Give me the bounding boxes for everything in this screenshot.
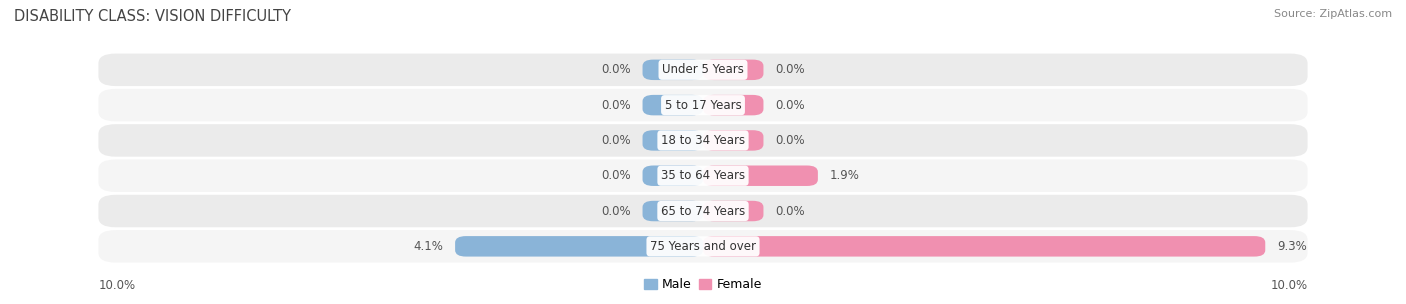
FancyBboxPatch shape <box>98 195 1308 227</box>
Text: 0.0%: 0.0% <box>776 63 806 76</box>
FancyBboxPatch shape <box>643 165 703 186</box>
Text: Under 5 Years: Under 5 Years <box>662 63 744 76</box>
Text: 9.3%: 9.3% <box>1278 240 1308 253</box>
FancyBboxPatch shape <box>98 230 1308 263</box>
FancyBboxPatch shape <box>643 130 703 151</box>
Text: 0.0%: 0.0% <box>600 98 630 112</box>
Text: 10.0%: 10.0% <box>1271 279 1308 292</box>
Text: 0.0%: 0.0% <box>600 134 630 147</box>
FancyBboxPatch shape <box>703 130 763 151</box>
Text: Source: ZipAtlas.com: Source: ZipAtlas.com <box>1274 9 1392 19</box>
FancyBboxPatch shape <box>703 236 1265 257</box>
Text: 0.0%: 0.0% <box>600 63 630 76</box>
Text: 5 to 17 Years: 5 to 17 Years <box>665 98 741 112</box>
Text: 0.0%: 0.0% <box>600 205 630 218</box>
Text: 0.0%: 0.0% <box>776 205 806 218</box>
Text: 10.0%: 10.0% <box>98 279 135 292</box>
FancyBboxPatch shape <box>456 236 703 257</box>
FancyBboxPatch shape <box>703 165 818 186</box>
FancyBboxPatch shape <box>703 201 763 221</box>
Text: 1.9%: 1.9% <box>830 169 860 182</box>
FancyBboxPatch shape <box>98 160 1308 192</box>
Text: 35 to 64 Years: 35 to 64 Years <box>661 169 745 182</box>
FancyBboxPatch shape <box>98 89 1308 121</box>
FancyBboxPatch shape <box>643 95 703 115</box>
FancyBboxPatch shape <box>98 124 1308 157</box>
Text: 0.0%: 0.0% <box>776 98 806 112</box>
Text: 65 to 74 Years: 65 to 74 Years <box>661 205 745 218</box>
FancyBboxPatch shape <box>643 60 703 80</box>
Text: 4.1%: 4.1% <box>413 240 443 253</box>
Text: 0.0%: 0.0% <box>600 169 630 182</box>
FancyBboxPatch shape <box>98 54 1308 86</box>
FancyBboxPatch shape <box>703 95 763 115</box>
FancyBboxPatch shape <box>703 60 763 80</box>
Text: 18 to 34 Years: 18 to 34 Years <box>661 134 745 147</box>
FancyBboxPatch shape <box>643 201 703 221</box>
Text: 75 Years and over: 75 Years and over <box>650 240 756 253</box>
Text: DISABILITY CLASS: VISION DIFFICULTY: DISABILITY CLASS: VISION DIFFICULTY <box>14 9 291 24</box>
Text: 0.0%: 0.0% <box>776 134 806 147</box>
Legend: Male, Female: Male, Female <box>640 273 766 296</box>
